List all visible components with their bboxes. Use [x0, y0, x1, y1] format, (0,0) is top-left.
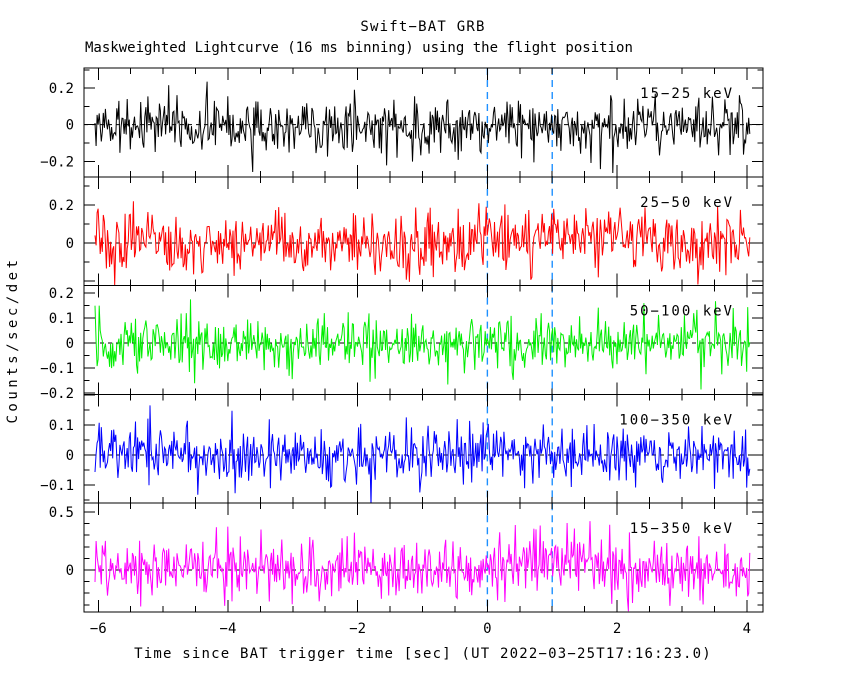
x-axis-label: Time since BAT trigger time [sec] (UT 20…: [134, 646, 712, 662]
panel-50-100-kev: 0.2 0.1 0 −0.1 −0.2 50−100 keV: [40, 285, 764, 402]
lightcurve-series: [94, 405, 751, 504]
panel-clip-group: [84, 176, 763, 286]
y-axis-ticks: [84, 394, 763, 501]
x-tick-label: 2: [613, 621, 621, 637]
x-tick-label: −6: [90, 621, 107, 637]
panel-25-50-kev: 0.2 0 25−50 keV: [49, 176, 764, 287]
y-tick-label: −0.1: [40, 478, 74, 494]
band-label: 25−50 keV: [640, 195, 734, 211]
y-axis-label: Counts/sec/det: [5, 256, 21, 423]
lightcurve-series: [94, 299, 751, 390]
panel-15-25-kev: 0.2 0 −0.2 15−25 keV: [40, 67, 764, 178]
y-tick-label: 0.2: [49, 81, 74, 97]
y-axis-ticks: [84, 185, 763, 282]
x-tick-label: 4: [743, 621, 751, 637]
lightcurve-series: [94, 521, 751, 612]
chart-subtitle: Maskweighted Lightcurve (16 ms binning) …: [85, 40, 633, 56]
x-tick-label: −2: [349, 621, 366, 637]
y-tick-label: 0: [66, 236, 74, 252]
panel-border: [83, 502, 764, 613]
y-tick-label: 0: [66, 448, 74, 464]
chart-title: Swift−BAT GRB: [360, 19, 485, 35]
y-tick-label: 0.5: [49, 505, 74, 521]
lightcurve-series: [94, 81, 751, 174]
band-label: 50−100 keV: [630, 304, 734, 320]
panel-clip-group: [84, 68, 763, 177]
x-axis-ticks: [97, 285, 748, 395]
y-axis-ticks: [84, 292, 763, 394]
panel-frame: [83, 67, 764, 178]
plot-area: 0.2 0 −0.2 15−25 keV 0.2 0 25−50 keV 0.2 0.1 0 −0.…: [40, 67, 764, 637]
y-tick-label: −0.2: [40, 154, 74, 170]
y-tick-label: 0: [66, 118, 74, 134]
y-tick-label: 0: [66, 563, 74, 579]
panel-clip-group: [84, 285, 763, 395]
band-label: 15−350 keV: [630, 521, 734, 537]
y-tick-label: 0.1: [49, 418, 74, 434]
y-tick-label: −0.2: [40, 386, 74, 402]
y-axis-ticks: [84, 511, 763, 606]
x-axis-ticks: [97, 394, 748, 504]
panel-frame: [83, 502, 764, 613]
band-label: 100−350 keV: [619, 412, 734, 428]
band-label: 15−25 keV: [640, 86, 734, 102]
x-axis-ticks: [97, 68, 748, 177]
panel-clip-group: [84, 394, 763, 504]
y-tick-label: 0.2: [49, 198, 74, 214]
x-tick-label: 0: [483, 621, 491, 637]
y-tick-label: 0: [66, 336, 74, 352]
panel-clip-group: [84, 503, 763, 612]
lightcurve-series: [94, 201, 751, 286]
y-axis-ticks: [84, 69, 763, 162]
x-axis-ticks: [97, 503, 748, 612]
panel-15-350-kev: 0.5 0 15−350 keV: [49, 502, 764, 613]
x-tick-label: −4: [220, 621, 237, 637]
x-axis-ticks: [97, 176, 748, 286]
y-tick-label: 0.1: [49, 311, 74, 327]
y-tick-label: −0.1: [40, 361, 74, 377]
panel-100-350-kev: 0.1 0 −0.1 100−350 keV: [40, 393, 764, 504]
y-tick-label: 0.2: [49, 286, 74, 302]
